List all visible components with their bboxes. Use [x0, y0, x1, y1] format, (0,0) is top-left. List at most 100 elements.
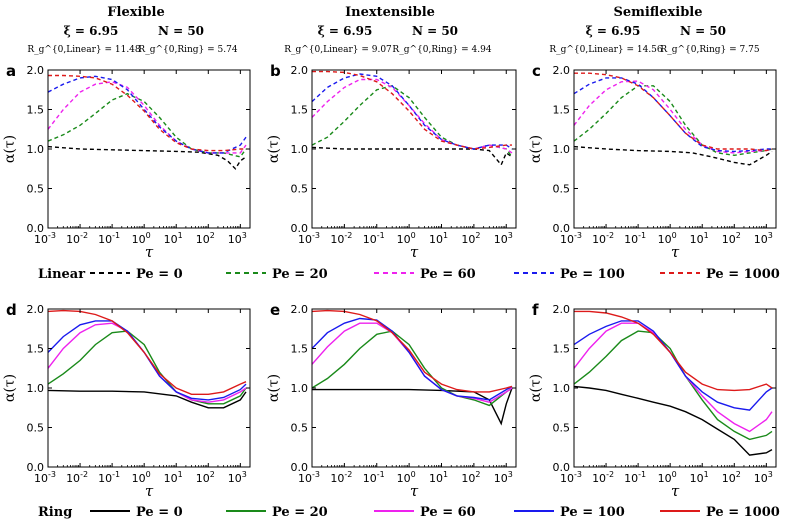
x-axis-label: τ [410, 482, 419, 500]
series-line-pe1000 [574, 72, 773, 152]
panel-label: a [6, 62, 16, 80]
series-line-pe100 [312, 73, 513, 150]
y-axis-label: α(τ) [266, 135, 282, 163]
x-tick-label: 10-2 [592, 470, 614, 485]
y-tick-label: 1.5 [27, 104, 45, 117]
plot-frame [47, 308, 251, 468]
series-line-pe60 [574, 322, 773, 433]
x-tick-label: 102 [722, 231, 741, 246]
series-line-pe0 [574, 385, 773, 456]
series-line-pe100 [574, 77, 772, 153]
panel-a: 0.0 0.5 1.0 1.5 2.0 10-3 10-2 10-1 100 101 102 103 τ… [2, 62, 251, 261]
series-line-pe100 [48, 75, 247, 154]
x-tick-label: 102 [461, 231, 480, 246]
y-tick-label: 1.5 [291, 104, 309, 117]
y-tick-label: 0.5 [291, 422, 309, 435]
x-axis-label: τ [671, 482, 680, 500]
column-title: Inextensible [345, 5, 435, 20]
y-tick-label: 0.0 [291, 461, 309, 474]
x-tick-label: 10-3 [298, 231, 320, 246]
panel-label: b [270, 62, 281, 80]
x-tick-label: 10-1 [624, 231, 646, 246]
y-tick-label: 0.0 [27, 461, 45, 474]
x-tick-label: 10-3 [34, 470, 56, 485]
x-tick-label: 10-3 [560, 470, 582, 485]
y-tick-label: 0.5 [553, 183, 571, 196]
panel-f: 0.0 0.5 1.0 1.5 2.0 10-3 10-2 10-1 100 101 102 103 τ… [528, 301, 777, 500]
y-tick-label: 1.0 [27, 143, 45, 156]
series-line-pe1000 [574, 310, 773, 392]
xi-param: ξ = 6.95 [318, 24, 373, 38]
x-tick-label: 103 [754, 231, 773, 246]
series-line-pe1000 [48, 309, 247, 395]
x-axis-label: τ [145, 482, 154, 500]
panel-label: d [6, 301, 17, 319]
panel-label: c [532, 62, 541, 80]
panel-e: 0.0 0.5 1.0 1.5 2.0 10-3 10-2 10-1 100 101 102 103 τ… [266, 301, 517, 500]
n-param: N = 50 [680, 24, 726, 38]
y-tick-label: 2.0 [553, 303, 571, 316]
series-line-pe60 [574, 80, 773, 154]
x-tick-label: 101 [690, 470, 709, 485]
y-tick-label: 1.5 [291, 343, 309, 356]
rg-ring: R_g^{0,Ring} = 7.75 [660, 45, 759, 55]
x-tick-label: 10-2 [330, 470, 352, 485]
rg-ring: R_g^{0,Ring} = 5.74 [138, 45, 237, 55]
y-tick-label: 0.0 [553, 461, 571, 474]
x-tick-label: 101 [164, 470, 183, 485]
y-tick-label: 0.5 [27, 422, 45, 435]
legends: Linear Pe = 0 Pe = 20 Pe = 60 Pe = 100 Pe = 1… [38, 267, 780, 520]
series-line-pe0 [48, 145, 247, 170]
y-tick-label: 2.0 [27, 303, 45, 316]
series-line-pe0 [312, 146, 513, 167]
x-tick-label: 10-2 [592, 231, 614, 246]
y-tick-label: 0.0 [291, 222, 309, 235]
x-tick-label: 10-3 [560, 231, 582, 246]
legend-entry: Pe = 1000 [706, 505, 780, 520]
rg-linear: R_g^{0,Linear} = 14.56 [549, 45, 663, 55]
y-tick-label: 0.5 [27, 183, 45, 196]
x-axis-label: τ [145, 243, 154, 261]
y-axis-label: α(τ) [2, 374, 18, 402]
rg-linear: R_g^{0,Linear} = 11.48 [27, 45, 141, 55]
panels: 0.0 0.5 1.0 1.5 2.0 10-3 10-2 10-1 100 101 102 103 τ… [2, 62, 777, 500]
series-line-pe0 [312, 387, 513, 426]
x-tick-label: 10-1 [98, 470, 120, 485]
x-tick-label: 10-2 [66, 470, 88, 485]
series-line-pe0 [574, 145, 773, 166]
legend-ring: Ring Pe = 0 Pe = 20 Pe = 60 Pe = 100 Pe = 100… [38, 505, 780, 520]
xi-param: ξ = 6.95 [64, 24, 119, 38]
x-tick-label: 100 [658, 231, 677, 246]
legend-entry: Pe = 60 [420, 505, 476, 520]
series-line-pe0 [48, 389, 247, 409]
x-tick-label: 100 [397, 231, 416, 246]
y-tick-label: 0.0 [27, 222, 45, 235]
legend-entry: Pe = 100 [560, 267, 625, 282]
x-tick-label: 102 [196, 231, 215, 246]
xi-param: ξ = 6.95 [586, 24, 641, 38]
column-title: Flexible [107, 5, 164, 20]
x-tick-label: 102 [196, 470, 215, 485]
y-tick-label: 2.0 [291, 64, 309, 77]
x-tick-label: 101 [690, 231, 709, 246]
y-axis-label: α(τ) [266, 374, 282, 402]
x-tick-label: 10-3 [298, 470, 320, 485]
x-tick-label: 100 [658, 470, 677, 485]
y-tick-label: 1.0 [291, 382, 309, 395]
series-line-pe20 [48, 92, 247, 158]
panel-label: e [270, 301, 280, 319]
legend-entry: Pe = 60 [420, 267, 476, 282]
x-tick-label: 101 [429, 231, 448, 246]
x-axis-label: τ [671, 243, 680, 261]
series-line-pe20 [574, 85, 773, 157]
x-tick-label: 102 [461, 470, 480, 485]
series-line-pe100 [312, 317, 513, 401]
x-tick-label: 10-3 [34, 231, 56, 246]
x-tick-label: 103 [754, 470, 773, 485]
series-line-pe1000 [48, 74, 246, 152]
x-tick-label: 103 [228, 470, 247, 485]
panel-label: f [532, 301, 539, 319]
x-tick-label: 10-1 [624, 470, 646, 485]
x-tick-label: 103 [494, 470, 513, 485]
